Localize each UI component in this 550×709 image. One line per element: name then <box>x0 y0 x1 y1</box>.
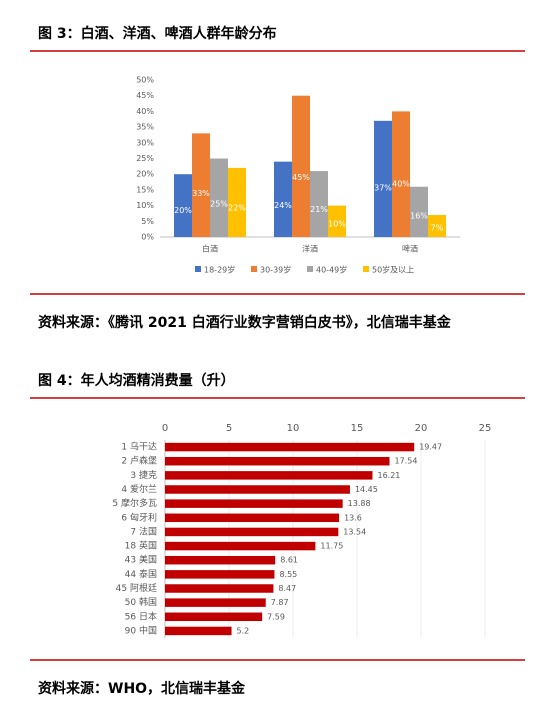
y-tick-label: 0% <box>141 233 154 242</box>
x-tick-label: 0 <box>162 423 168 434</box>
bar <box>165 471 373 480</box>
figure-caption: 图 3：白酒、洋酒、啤酒人群年龄分布 <box>38 25 277 42</box>
y-tick-label: 18 英国 <box>125 540 157 552</box>
y-tick-label: 10% <box>136 201 154 210</box>
bar <box>310 171 328 237</box>
bar <box>292 95 310 237</box>
value-label: 20% <box>174 206 192 215</box>
legend-swatch <box>195 266 201 272</box>
bar <box>228 167 246 237</box>
legend-label: 50岁及以上 <box>372 265 414 275</box>
value-label: 5.2 <box>237 626 250 635</box>
bar <box>165 456 390 466</box>
bar <box>165 598 266 607</box>
x-tick-label: 15 <box>351 423 364 434</box>
legend-swatch <box>251 266 257 272</box>
bar <box>274 161 292 237</box>
x-tick-label: 白酒 <box>202 244 218 254</box>
bar <box>165 570 275 579</box>
x-tick-label: 5 <box>226 423 232 434</box>
y-tick-label: 1 乌干达 <box>121 441 157 453</box>
bar <box>165 584 274 593</box>
value-label: 11.75 <box>320 542 343 551</box>
value-label: 22% <box>228 203 246 212</box>
y-tick-label: 7 法国 <box>130 525 157 537</box>
value-label: 7.87 <box>271 598 289 607</box>
figure-source: 资料来源：《腾讯 2021 白酒行业数字营销白皮书》，北信瑞丰基金 <box>38 314 452 331</box>
y-tick-label: 45 阿根廷 <box>116 582 157 594</box>
y-tick-label: 5 摩尔多瓦 <box>112 497 157 509</box>
value-label: 17.54 <box>395 457 418 466</box>
legend-label: 30-39岁 <box>260 265 291 275</box>
y-tick-label: 44 泰国 <box>125 568 157 580</box>
figure-source: 资料来源：WHO，北信瑞丰基金 <box>38 680 246 697</box>
y-tick-label: 50 韩国 <box>125 596 157 608</box>
y-tick-label: 20% <box>136 170 154 179</box>
bar <box>328 205 346 237</box>
bar <box>165 612 263 622</box>
value-label: 16.21 <box>377 471 400 480</box>
x-tick-label: 洋酒 <box>302 244 318 254</box>
bar <box>374 120 392 237</box>
y-tick-label: 45% <box>136 91 154 100</box>
bar <box>392 111 410 237</box>
value-label: 8.61 <box>280 556 298 565</box>
value-label: 25% <box>210 200 228 209</box>
y-tick-label: 3 捷克 <box>130 469 157 481</box>
bar <box>410 186 428 237</box>
value-label: 7.59 <box>267 612 285 621</box>
y-tick-label: 4 爱尔兰 <box>121 483 157 495</box>
value-label: 7% <box>431 223 444 232</box>
value-label: 45% <box>292 173 310 182</box>
bar <box>165 527 339 537</box>
value-label: 14.45 <box>355 485 378 494</box>
value-label: 8.47 <box>278 584 296 593</box>
legend-label: 40-49岁 <box>316 265 347 275</box>
legend-label: 18-29岁 <box>204 265 235 275</box>
y-tick-label: 6 匈牙利 <box>121 511 157 523</box>
value-label: 16% <box>410 211 428 220</box>
value-label: 40% <box>392 180 410 189</box>
figure-caption: 图 4：年人均酒精消费量（升） <box>38 372 235 389</box>
bar <box>165 442 415 452</box>
y-tick-label: 30% <box>136 138 154 147</box>
value-label: 19.47 <box>419 443 442 452</box>
value-label: 21% <box>310 205 328 214</box>
y-tick-label: 56 日本 <box>125 610 157 622</box>
y-tick-label: 35% <box>136 123 154 132</box>
bar <box>165 485 350 494</box>
y-tick-label: 50% <box>136 76 154 85</box>
bar <box>210 158 228 237</box>
y-tick-label: 15% <box>136 185 154 194</box>
value-label: 24% <box>274 201 292 210</box>
x-tick-label: 25 <box>479 423 492 434</box>
x-tick-label: 20 <box>415 423 428 434</box>
legend-swatch <box>363 266 369 272</box>
bar <box>165 626 232 636</box>
bar <box>165 555 276 565</box>
legend-swatch <box>307 266 313 272</box>
bar <box>165 513 340 523</box>
bar <box>165 541 316 551</box>
y-tick-label: 5% <box>141 217 154 226</box>
y-tick-label: 90 中国 <box>125 624 157 636</box>
bar <box>165 499 343 508</box>
value-label: 8.55 <box>279 570 297 579</box>
value-label: 13.6 <box>344 513 362 522</box>
x-tick-label: 10 <box>287 423 300 434</box>
bar <box>174 174 192 237</box>
value-label: 13.88 <box>348 499 371 508</box>
value-label: 37% <box>374 184 392 193</box>
bar <box>192 133 210 237</box>
y-tick-label: 40% <box>136 107 154 116</box>
value-label: 10% <box>328 219 346 228</box>
x-tick-label: 啤酒 <box>402 244 418 254</box>
y-tick-label: 43 美国 <box>125 554 157 566</box>
value-label: 13.54 <box>343 527 366 536</box>
bar <box>428 215 446 237</box>
y-tick-label: 2 卢森堡 <box>121 455 157 467</box>
y-tick-label: 25% <box>136 154 154 163</box>
value-label: 33% <box>192 189 210 198</box>
